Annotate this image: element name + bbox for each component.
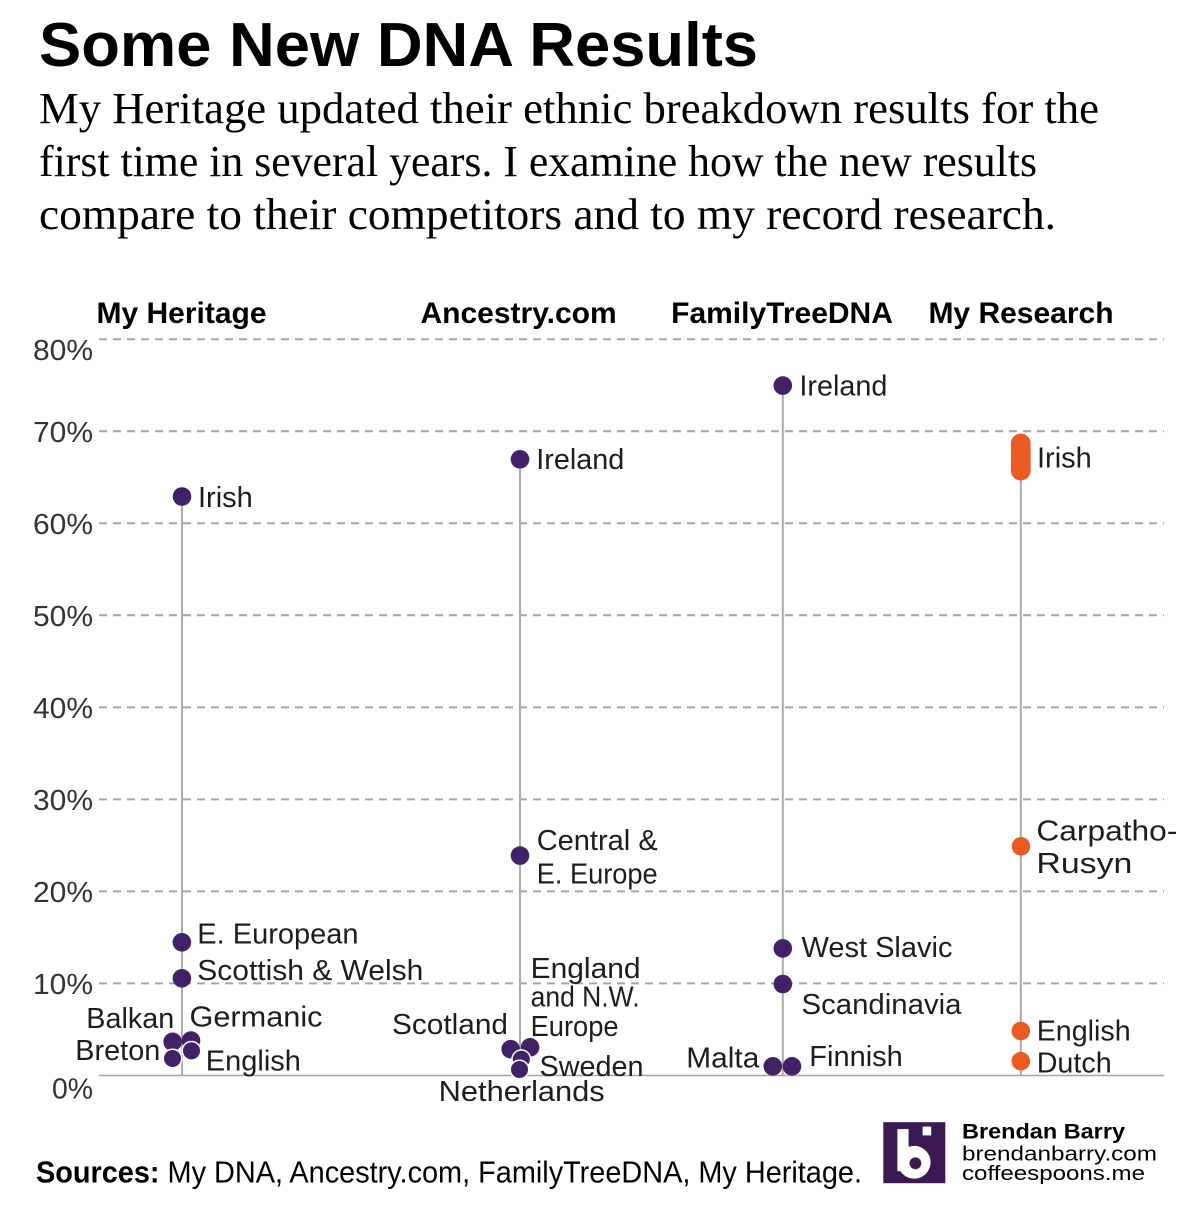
svg-text:10%: 10% bbox=[33, 969, 93, 1001]
svg-text:Netherlands: Netherlands bbox=[439, 1076, 605, 1108]
svg-text:Dutch: Dutch bbox=[1037, 1048, 1112, 1080]
svg-text:West Slavic: West Slavic bbox=[802, 932, 953, 964]
svg-text:England: England bbox=[531, 953, 641, 985]
svg-text:Sources: My DNA, Ancestry.com,: Sources: My DNA, Ancestry.com, FamilyTre… bbox=[36, 1156, 862, 1190]
svg-text:70%: 70% bbox=[33, 417, 93, 449]
svg-text:Sweden: Sweden bbox=[540, 1051, 644, 1083]
svg-text:E. European: E. European bbox=[197, 919, 358, 951]
svg-text:40%: 40% bbox=[33, 693, 93, 725]
svg-text:80%: 80% bbox=[33, 335, 93, 367]
svg-text:Ireland: Ireland bbox=[799, 371, 887, 403]
svg-text:brendanbarry.com: brendanbarry.com bbox=[962, 1143, 1157, 1165]
svg-text:Carpatho-: Carpatho- bbox=[1036, 816, 1177, 848]
svg-text:English: English bbox=[206, 1046, 301, 1078]
svg-text:first time in several years. I: first time in several years. I examine h… bbox=[39, 137, 1037, 186]
svg-text:Central &: Central & bbox=[537, 825, 658, 857]
svg-text:Balkan: Balkan bbox=[86, 1003, 174, 1035]
svg-text:Germanic: Germanic bbox=[190, 1001, 323, 1033]
svg-text:Some New DNA Results: Some New DNA Results bbox=[39, 11, 758, 80]
svg-text:50%: 50% bbox=[33, 601, 93, 633]
svg-text:Malta: Malta bbox=[686, 1043, 760, 1075]
svg-text:Finnish: Finnish bbox=[809, 1041, 903, 1073]
svg-text:coffeespoons.me: coffeespoons.me bbox=[962, 1163, 1145, 1185]
svg-text:0%: 0% bbox=[52, 1074, 93, 1106]
svg-text:Ancestry.com: Ancestry.com bbox=[421, 297, 617, 330]
svg-text:English: English bbox=[1037, 1015, 1131, 1047]
svg-text:Irish: Irish bbox=[1037, 443, 1092, 475]
svg-text:My Heritage: My Heritage bbox=[96, 297, 266, 330]
svg-text:and N.W.: and N.W. bbox=[531, 982, 640, 1014]
svg-text:Europe: Europe bbox=[531, 1011, 619, 1043]
svg-text:My Heritage updated their ethn: My Heritage updated their ethnic breakdo… bbox=[39, 84, 1099, 133]
svg-text:FamilyTreeDNA: FamilyTreeDNA bbox=[671, 297, 893, 330]
svg-text:Scotland: Scotland bbox=[392, 1009, 508, 1041]
svg-text:compare to their competitors a: compare to their competitors and to my r… bbox=[39, 190, 1056, 239]
svg-text:My Research: My Research bbox=[928, 297, 1113, 330]
svg-text:Scottish & Welsh: Scottish & Welsh bbox=[197, 955, 423, 987]
svg-text:Rusyn: Rusyn bbox=[1036, 848, 1132, 880]
svg-text:Scandinavia: Scandinavia bbox=[802, 989, 963, 1021]
svg-text:E. Europe: E. Europe bbox=[537, 858, 658, 890]
svg-text:Ireland: Ireland bbox=[536, 444, 624, 476]
svg-text:30%: 30% bbox=[33, 785, 93, 817]
svg-text:Brendan Barry: Brendan Barry bbox=[962, 1119, 1125, 1143]
svg-text:Irish: Irish bbox=[198, 482, 253, 514]
svg-text:20%: 20% bbox=[33, 877, 93, 909]
svg-text:Breton: Breton bbox=[75, 1035, 160, 1067]
svg-text:60%: 60% bbox=[33, 509, 93, 541]
